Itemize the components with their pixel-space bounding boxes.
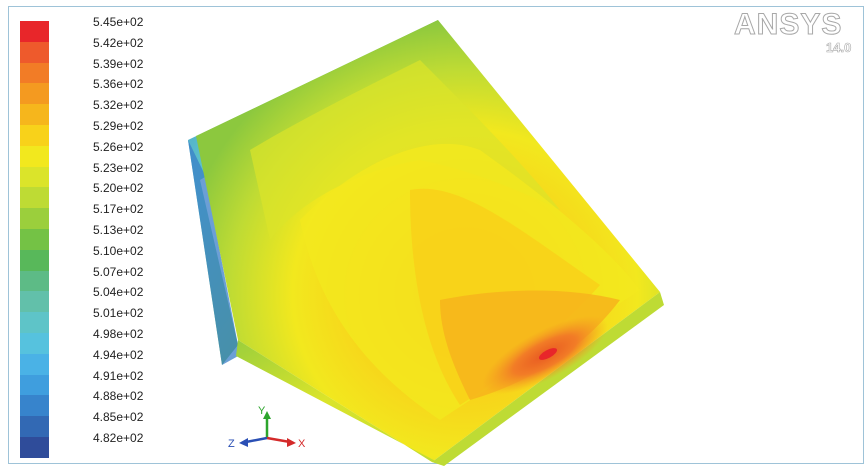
- legend-swatch: [20, 416, 49, 437]
- legend-swatch: [20, 333, 49, 354]
- legend-label: 4.91e+02: [93, 368, 144, 383]
- legend-label: 5.36e+02: [93, 77, 144, 92]
- legend-swatch: [20, 104, 49, 125]
- legend-swatch: [20, 249, 49, 271]
- axis-triad: Y X Z: [228, 405, 306, 450]
- legend-label: 4.98e+02: [93, 327, 144, 341]
- legend-label: 4.82e+02: [93, 431, 144, 445]
- legend-swatch: [20, 291, 49, 313]
- legend-swatch: [20, 395, 49, 417]
- legend-swatch: [20, 208, 49, 229]
- legend-swatch: [20, 312, 49, 333]
- legend-swatch: [20, 353, 49, 375]
- legend-label: 5.17e+02: [93, 202, 144, 217]
- contour-band-green: [250, 60, 560, 240]
- legend-label: 5.29e+02: [93, 119, 144, 133]
- legend-label: 4.85e+02: [93, 410, 144, 425]
- legend-label: 5.26e+02: [93, 139, 144, 154]
- legend-swatch: [20, 187, 49, 209]
- legend-label: 5.01e+02: [93, 306, 144, 321]
- legend-label: 4.88e+02: [93, 389, 144, 404]
- color-legend: 5.45e+02 5.42e+02 5.39e+02 5.36e+02 5.32e+02…: [20, 15, 170, 458]
- contour-max-spot: [538, 348, 558, 360]
- legend-label: 5.13e+02: [93, 223, 144, 237]
- axis-x-label: X: [298, 438, 306, 450]
- legend-swatch: [20, 145, 49, 167]
- legend-swatch: [20, 21, 49, 42]
- legend-label: 5.23e+02: [93, 160, 144, 175]
- legend-label: 5.04e+02: [93, 285, 144, 300]
- legend-swatch: [20, 229, 49, 250]
- legend-swatch: [20, 374, 49, 396]
- axis-z-label: Z: [228, 438, 235, 450]
- legend-label: 5.42e+02: [93, 35, 144, 50]
- legend-label: 5.20e+02: [93, 181, 144, 196]
- legend-swatch: [20, 125, 49, 146]
- legend-label: 4.94e+02: [93, 347, 144, 362]
- legend-label: 5.32e+02: [93, 98, 144, 113]
- model-front-face: [236, 340, 445, 466]
- legend-label: 5.45e+02: [93, 15, 144, 29]
- legend-swatch: [20, 270, 49, 292]
- legend-label: 5.39e+02: [93, 56, 144, 71]
- legend-swatch: [20, 41, 49, 63]
- axis-y-label: Y: [258, 405, 266, 417]
- logo-version: 14.0: [826, 40, 852, 56]
- logo-brand: ANSYS: [733, 8, 843, 42]
- model-edge-face: [188, 140, 240, 365]
- legend-swatch: [20, 83, 49, 105]
- legend-swatch: [20, 437, 49, 458]
- ansys-logo: ANSYS 14.0: [733, 8, 864, 56]
- legend-swatch: [20, 166, 49, 188]
- legend-swatch: [20, 62, 49, 84]
- legend-label: 5.07e+02: [93, 264, 144, 279]
- legend-label: 5.10e+02: [93, 243, 144, 258]
